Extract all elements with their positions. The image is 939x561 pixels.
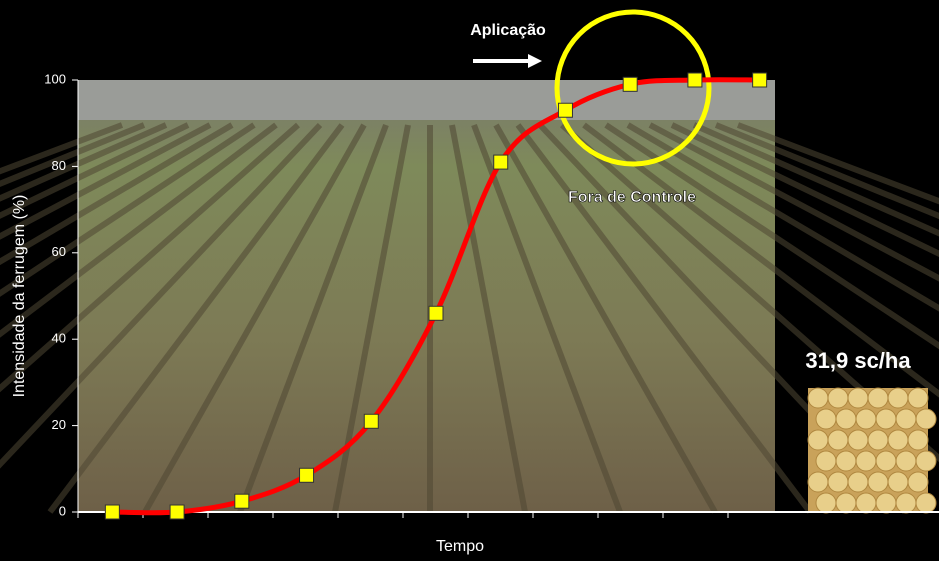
y-tick-label: 20	[52, 417, 66, 432]
y-tick-label: 0	[59, 503, 66, 518]
crop-row	[670, 122, 939, 258]
crop-row	[515, 123, 813, 514]
crop-row	[714, 122, 939, 220]
marker	[428, 305, 444, 321]
marker	[234, 493, 250, 509]
marker	[104, 504, 120, 520]
bean	[815, 408, 837, 430]
y-tick-label: 80	[52, 158, 66, 173]
crop-row	[0, 122, 278, 338]
crop-row	[0, 122, 323, 469]
marker	[557, 102, 573, 118]
y-tick-label: 40	[52, 331, 66, 346]
bean	[915, 408, 937, 430]
bean	[867, 429, 889, 451]
bean	[807, 387, 829, 409]
bean	[895, 492, 917, 514]
crop-row	[493, 123, 718, 514]
bean	[835, 450, 857, 472]
bean	[907, 471, 929, 493]
x-axis-label: Tempo	[436, 538, 484, 555]
bean	[875, 408, 897, 430]
crop-row	[582, 122, 939, 398]
bean	[835, 492, 857, 514]
soy-photo	[807, 387, 937, 514]
bean	[855, 408, 877, 430]
marker	[169, 504, 185, 520]
annotation: Aplicação	[470, 22, 546, 39]
marker	[363, 413, 379, 429]
bean	[875, 492, 897, 514]
bean	[887, 471, 909, 493]
bean	[815, 450, 837, 472]
bean	[855, 450, 877, 472]
crop-row	[0, 122, 190, 219]
crop-row	[648, 122, 939, 282]
y-tick-label: 60	[52, 244, 66, 259]
marker	[622, 76, 638, 92]
crop-row	[237, 123, 389, 514]
crop-row	[692, 122, 939, 237]
crop-row	[736, 122, 939, 205]
marker	[299, 467, 315, 483]
bean	[807, 429, 829, 451]
marker	[687, 72, 703, 88]
bean	[915, 450, 937, 472]
bean	[847, 471, 869, 493]
crop-row	[47, 123, 345, 514]
marker	[493, 154, 509, 170]
bean	[907, 429, 929, 451]
y-axis-label: Intensidade da ferrugem (%)	[11, 195, 28, 398]
field-photo	[0, 80, 939, 515]
bean	[855, 492, 877, 514]
annotation: Fora de Controle	[568, 189, 696, 206]
crop-row	[449, 124, 528, 513]
bean	[915, 492, 937, 514]
bean	[895, 408, 917, 430]
bean	[827, 471, 849, 493]
bean	[807, 471, 829, 493]
crop-row	[0, 122, 168, 202]
bean	[895, 450, 917, 472]
annotation: 31,9 sc/ha	[805, 348, 911, 373]
arrow-head	[528, 54, 542, 68]
bean	[887, 429, 909, 451]
crop-row	[142, 123, 367, 514]
highlight-circle	[554, 9, 712, 167]
bean	[875, 450, 897, 472]
crop-row	[0, 122, 256, 297]
bean	[867, 471, 889, 493]
bean	[887, 387, 909, 409]
crop-row	[604, 122, 939, 350]
bean	[907, 387, 929, 409]
bean	[847, 429, 869, 451]
crop-row	[0, 122, 300, 393]
bean	[815, 492, 837, 514]
crop-row	[0, 122, 234, 266]
crop-row	[626, 122, 939, 312]
bean	[827, 429, 849, 451]
bean	[835, 408, 857, 430]
y-tick-label: 100	[44, 71, 66, 86]
bean	[827, 387, 849, 409]
bean	[847, 387, 869, 409]
bean	[867, 387, 889, 409]
crop-row	[0, 122, 212, 240]
crop-row	[471, 123, 623, 514]
marker	[752, 72, 768, 88]
